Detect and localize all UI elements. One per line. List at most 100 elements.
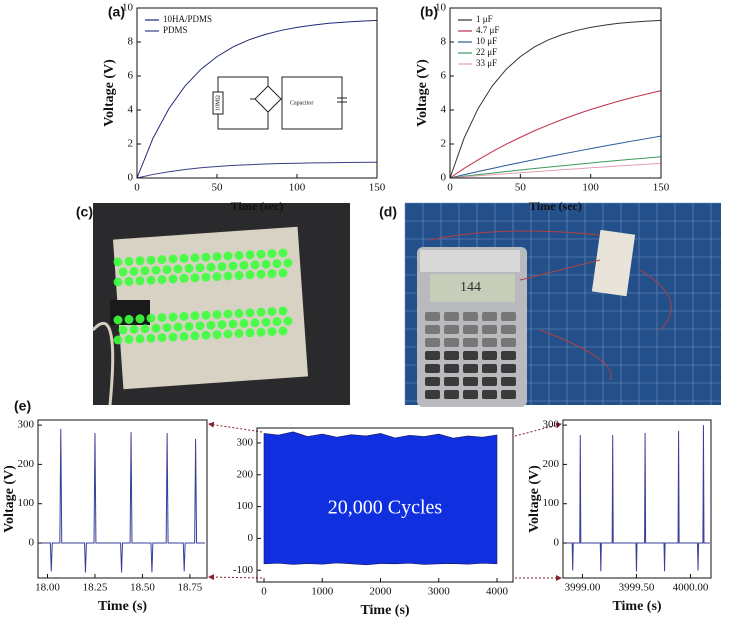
calc-key (501, 312, 516, 321)
data-line (39, 429, 206, 573)
led (201, 310, 211, 320)
led (190, 273, 200, 283)
led (261, 317, 271, 327)
y-tick-label: 10 (122, 2, 134, 14)
calc-key (463, 312, 478, 321)
calc-key (482, 364, 497, 373)
x-tick-label: 2000 (369, 586, 392, 598)
led (234, 328, 244, 338)
led (267, 327, 277, 337)
led (278, 306, 288, 316)
x-tick-label: 18.25 (83, 582, 108, 594)
legend-label: 10HA/PDMS (163, 14, 212, 24)
x-tick-label: 150 (653, 182, 670, 194)
led (168, 332, 178, 342)
calc-key (463, 325, 478, 334)
led (206, 320, 216, 330)
led (190, 311, 200, 321)
calc-key (444, 377, 459, 386)
data-line (449, 156, 662, 179)
led (212, 252, 222, 262)
led (239, 260, 249, 270)
led (113, 335, 123, 345)
led (179, 273, 189, 283)
led (190, 253, 200, 263)
calc-key (501, 364, 516, 373)
led (118, 267, 128, 277)
y-tick-label: 0 (554, 537, 560, 549)
x-tick-label: 4000 (486, 586, 509, 598)
calc-key (501, 390, 516, 399)
panel-label: (c) (76, 204, 93, 220)
calc-key (425, 377, 440, 386)
led (245, 308, 255, 318)
data-line (449, 135, 662, 179)
calc-key (444, 364, 459, 373)
y-tick-label: 10 (435, 2, 447, 14)
calc-key (482, 377, 497, 386)
led (135, 314, 145, 324)
led (245, 270, 255, 280)
x-tick-label: 0 (261, 586, 267, 598)
y-tick-label: -100 (233, 564, 254, 576)
x-axis-title: Time (sec) (529, 199, 582, 213)
led (146, 255, 156, 265)
led (201, 252, 211, 262)
data-line (136, 19, 378, 179)
y-tick-label: 300 (543, 419, 560, 431)
led (140, 266, 150, 276)
led (267, 307, 277, 317)
led (217, 320, 227, 330)
led (206, 262, 216, 272)
led (179, 331, 189, 341)
x-tick-label: 3999.50 (619, 582, 655, 594)
x-axis-title: Time (s) (98, 599, 147, 614)
calc-key (444, 351, 459, 360)
led (146, 275, 156, 285)
y-tick-label: 4 (128, 104, 134, 116)
led (212, 330, 222, 340)
panel-label: (e) (14, 398, 31, 414)
calc-key (501, 377, 516, 386)
y-axis-title: Voltage (V) (102, 59, 117, 127)
calc-key (425, 325, 440, 334)
panel-label: (d) (379, 204, 397, 220)
signal-band (263, 431, 498, 566)
led (129, 324, 139, 334)
y-tick-label: 200 (237, 468, 254, 480)
calc-key (501, 338, 516, 347)
data-line (564, 425, 710, 572)
led (113, 315, 123, 325)
y-tick-label: 2 (441, 138, 447, 150)
led (201, 330, 211, 340)
y-tick-label: 4 (441, 104, 447, 116)
plot-frame (449, 7, 662, 179)
x-axis-title: Time (sec) (231, 199, 284, 213)
led (124, 314, 134, 324)
led (278, 268, 288, 278)
x-tick-label: 1000 (311, 586, 334, 598)
calc-key (463, 390, 478, 399)
calc-key (425, 312, 440, 321)
calc-key (482, 325, 497, 334)
x-tick-label: 150 (369, 182, 386, 194)
led (162, 323, 172, 333)
calc-key (425, 390, 440, 399)
legend-label: 22 μF (476, 47, 497, 57)
led (151, 323, 161, 333)
x-tick-label: 100 (582, 182, 599, 194)
led (223, 309, 233, 319)
y-axis-title: Voltage (V) (527, 465, 542, 533)
led (195, 263, 205, 273)
led (228, 261, 238, 271)
led (283, 316, 293, 326)
plot-frame (562, 419, 712, 579)
x-tick-label: 3000 (428, 586, 451, 598)
led (118, 325, 128, 335)
y-tick-label: 0 (441, 172, 447, 184)
led (256, 249, 266, 259)
led (157, 255, 167, 265)
led (168, 254, 178, 264)
y-tick-label: 100 (18, 497, 35, 509)
